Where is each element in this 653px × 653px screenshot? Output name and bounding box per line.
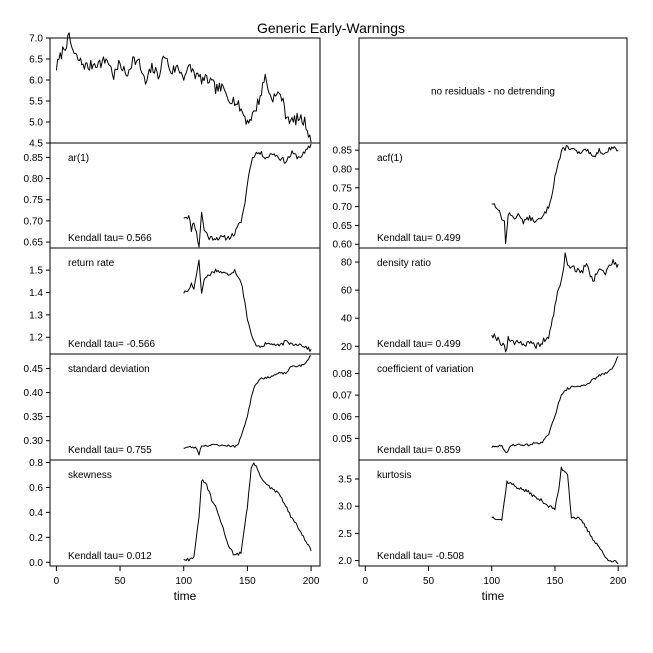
y-tick-label: 0.35 (24, 412, 44, 423)
y-tick-label: 0.85 (24, 153, 44, 164)
kendall-tau-label: Kendall tau= 0.859 (377, 445, 461, 456)
y-tick-label: 0.65 (333, 221, 353, 232)
y-tick-label: 1.4 (29, 288, 43, 299)
y-tick-label: 3.5 (338, 475, 352, 486)
x-tick-label: 100 (483, 576, 500, 587)
indicator-label: standard deviation (68, 364, 150, 375)
y-tick-label: 7.0 (29, 34, 43, 45)
series-line-acf1 (491, 145, 619, 245)
x-tick-label: 200 (610, 576, 627, 587)
y-tick-label: 0.0 (29, 558, 43, 569)
y-tick-label: 0.80 (24, 174, 44, 185)
y-tick-label: 0.80 (333, 164, 353, 175)
indicator-label: skewness (68, 470, 112, 481)
panel-note: no residuals - no detrending (431, 87, 555, 98)
y-tick-label: 6.5 (29, 55, 43, 66)
series-line-skew (183, 462, 312, 562)
x-tick-label: 50 (423, 576, 435, 587)
series-line-cv (491, 356, 619, 454)
indicator-label: density ratio (377, 258, 431, 269)
indicator-label: kurtosis (377, 470, 411, 481)
kendall-tau-label: Kendall tau= 0.566 (68, 233, 152, 244)
x-axis-title: time (482, 589, 505, 603)
panel-acf1: 0.60 0.65 0.70 0.75 0.80 0.85 acf(1) Kendall ta… (333, 142, 628, 251)
y-tick-label: 60 (341, 286, 353, 297)
y-tick-label: 0.2 (29, 533, 43, 544)
panel-density: 20 40 60 80 density ratio Kendall tau= 0.499 (341, 247, 628, 355)
y-tick-label: 0.85 (333, 146, 353, 157)
x-axis-1: 0 50 100 150 200 time (363, 566, 627, 603)
y-tick-label: 4.5 (29, 139, 43, 150)
y-tick-label: 0.8 (29, 458, 43, 469)
y-tick-label: 80 (341, 258, 353, 269)
kendall-tau-label: Kendall tau= 0.499 (377, 339, 461, 350)
indicator-label: ar(1) (68, 153, 89, 164)
kendall-tau-label: Kendall tau= -0.566 (68, 339, 155, 350)
y-tick-label: 3.0 (338, 502, 352, 513)
y-tick-label: 1.3 (29, 310, 43, 321)
y-tick-label: 6.0 (29, 76, 43, 87)
series-line-sd (183, 355, 312, 456)
x-tick-label: 150 (547, 576, 564, 587)
y-tick-label: 5.5 (29, 97, 43, 108)
x-tick-label: 0 (363, 576, 369, 587)
kendall-tau-label: Kendall tau= -0.508 (377, 551, 464, 562)
chart-title: Generic Early-Warnings (257, 20, 405, 36)
y-tick-label: 0.05 (333, 434, 353, 445)
series-line-data (55, 32, 312, 143)
x-axis-title: time (174, 589, 197, 603)
y-tick-label: 5.0 (29, 118, 43, 129)
y-tick-label: 0.75 (24, 195, 44, 206)
panel-retrate: 1.2 1.3 1.4 1.5 return rate Kendall tau= -0.5… (29, 247, 321, 355)
y-tick-label: 0.40 (24, 388, 44, 399)
x-tick-label: 0 (54, 576, 60, 587)
y-tick-label: 0.4 (29, 508, 43, 519)
kendall-tau-label: Kendall tau= 0.499 (377, 233, 461, 244)
panel-kurt: 2.0 2.5 3.0 3.5 kurtosis Kendall tau= -0.508 (338, 459, 628, 567)
panel-data: 4.5 5.0 5.5 6.0 6.5 7.0 (29, 32, 321, 150)
x-tick-label: 150 (239, 576, 256, 587)
series-line-retrate (183, 259, 312, 352)
y-tick-label: 0.65 (24, 238, 44, 249)
series-line-density (491, 252, 619, 353)
y-tick-label: 2.5 (338, 529, 352, 540)
indicator-label: return rate (68, 258, 115, 269)
y-tick-label: 0.60 (333, 240, 353, 251)
y-tick-label: 40 (341, 314, 353, 325)
y-tick-label: 20 (341, 342, 353, 353)
y-tick-label: 1.2 (29, 333, 43, 344)
panels-group: 4.5 5.0 5.5 6.0 6.5 7.0 no residuals - no detr… (24, 32, 628, 603)
panel-sd: 0.30 0.35 0.40 0.45 standard deviation Kendal… (24, 353, 321, 461)
series-line-kurt (491, 466, 619, 565)
x-tick-label: 200 (303, 576, 320, 587)
y-tick-label: 0.07 (333, 391, 353, 402)
panel-frame (358, 459, 628, 567)
y-tick-label: 0.30 (24, 436, 44, 447)
y-tick-label: 0.70 (24, 216, 44, 227)
y-tick-label: 0.6 (29, 483, 43, 494)
indicator-label: acf(1) (377, 153, 403, 164)
x-tick-label: 100 (175, 576, 192, 587)
y-tick-label: 0.75 (333, 183, 353, 194)
y-tick-label: 0.08 (333, 369, 353, 380)
y-tick-label: 1.5 (29, 266, 43, 277)
panel-resid: no residuals - no detrending (358, 37, 628, 144)
series-line-ar1 (183, 143, 312, 248)
y-tick-label: 2.0 (338, 556, 352, 567)
x-tick-label: 50 (114, 576, 126, 587)
indicator-label: coefficient of variation (377, 364, 474, 375)
y-tick-label: 0.45 (24, 364, 44, 375)
panel-ar1: 0.65 0.70 0.75 0.80 0.85 ar(1) Kendall tau= 0.… (24, 142, 321, 249)
x-axis-0: 0 50 100 150 200 time (54, 566, 320, 603)
panel-cv: 0.05 0.06 0.07 0.08 coefficient of variation… (333, 353, 628, 461)
kendall-tau-label: Kendall tau= 0.755 (68, 445, 152, 456)
panel-frame (49, 459, 321, 567)
panel-skew: 0.0 0.2 0.4 0.6 0.8 skewness Kendall tau= 0.01… (29, 458, 321, 569)
y-tick-label: 0.06 (333, 412, 353, 423)
kendall-tau-label: Kendall tau= 0.012 (68, 551, 152, 562)
panel-frame (49, 37, 321, 144)
y-tick-label: 0.70 (333, 202, 353, 213)
